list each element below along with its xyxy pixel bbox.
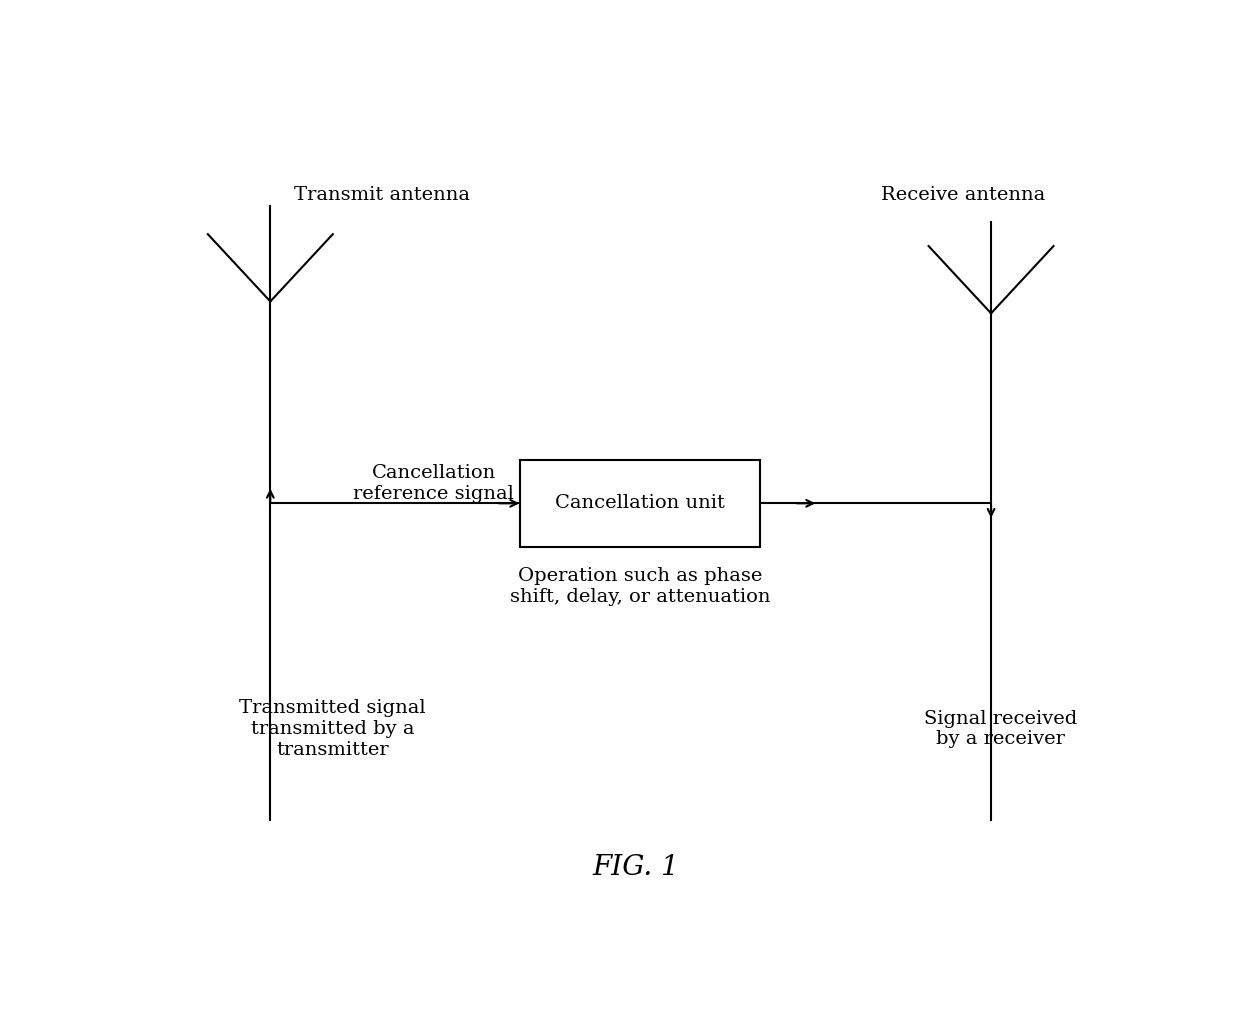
Text: Cancellation unit: Cancellation unit bbox=[556, 494, 725, 512]
Text: Signal received
by a receiver: Signal received by a receiver bbox=[924, 709, 1078, 748]
Text: Transmit antenna: Transmit antenna bbox=[294, 186, 470, 204]
Bar bbox=[521, 460, 760, 547]
Text: Cancellation
reference signal: Cancellation reference signal bbox=[353, 464, 515, 503]
Text: FIG. 1: FIG. 1 bbox=[593, 854, 678, 881]
Text: Operation such as phase
shift, delay, or attenuation: Operation such as phase shift, delay, or… bbox=[510, 567, 770, 605]
Text: Transmitted signal
transmitted by a
transmitter: Transmitted signal transmitted by a tran… bbox=[239, 699, 427, 759]
Text: Receive antenna: Receive antenna bbox=[880, 186, 1045, 204]
